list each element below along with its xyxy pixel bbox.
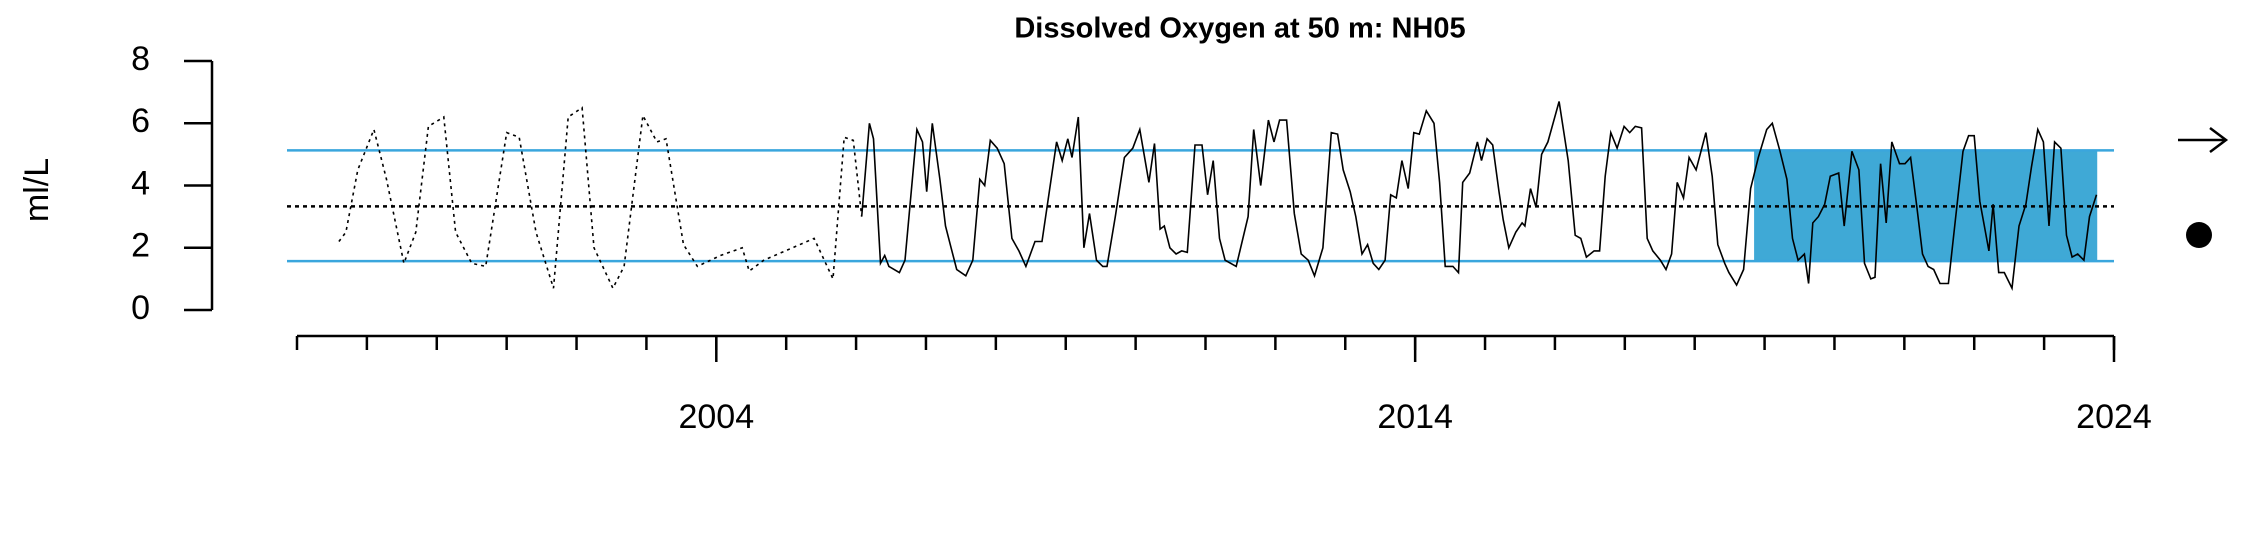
series-line	[338, 106, 863, 291]
x-tick-label: 2014	[1377, 398, 1453, 436]
trend-dot	[2186, 222, 2212, 248]
y-tick-label: 6	[131, 102, 150, 140]
y-tick-label: 8	[131, 40, 150, 78]
y-axis-label: ml/L	[18, 158, 56, 222]
y-tick-label: 0	[131, 289, 150, 327]
x-tick-label: 2004	[678, 398, 754, 436]
chart-title: Dissolved Oxygen at 50 m: NH05	[1014, 13, 1465, 45]
x-tick-label: 2024	[2076, 398, 2152, 436]
series-line	[860, 101, 2098, 292]
y-tick-label: 4	[131, 164, 150, 202]
y-tick-label: 2	[131, 227, 150, 265]
trend-arrow	[2178, 127, 2229, 153]
